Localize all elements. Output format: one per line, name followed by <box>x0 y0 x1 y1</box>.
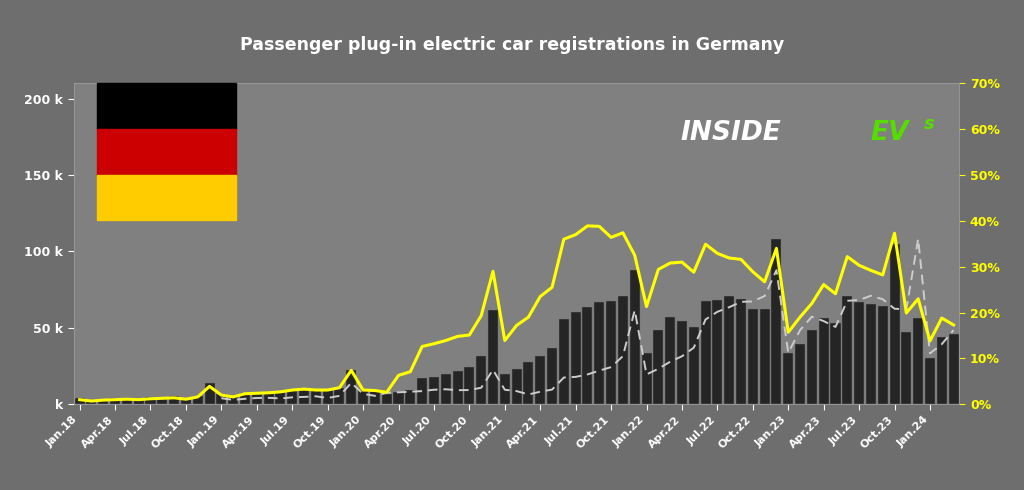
Bar <box>771 239 781 404</box>
Bar <box>653 330 664 404</box>
Bar <box>228 396 239 404</box>
Bar <box>75 398 85 404</box>
Bar <box>252 392 262 404</box>
Bar <box>122 398 132 404</box>
Bar <box>97 83 236 129</box>
Bar <box>311 390 321 404</box>
Bar <box>666 317 675 404</box>
Bar <box>263 392 273 404</box>
Bar <box>358 390 368 404</box>
Bar <box>536 356 545 404</box>
Bar <box>240 393 250 404</box>
Bar <box>393 392 403 404</box>
Text: EV: EV <box>870 120 909 146</box>
Bar <box>677 321 687 404</box>
Bar <box>689 327 698 404</box>
Bar <box>866 304 876 404</box>
Bar <box>713 300 722 404</box>
Bar <box>559 319 569 404</box>
Bar <box>948 334 958 404</box>
Bar <box>145 397 156 404</box>
Bar <box>760 309 770 404</box>
Bar <box>86 400 96 404</box>
Bar <box>913 318 924 404</box>
Bar <box>500 374 510 404</box>
Bar <box>512 369 521 404</box>
Bar <box>287 390 297 404</box>
Bar <box>370 391 380 404</box>
Text: s: s <box>924 115 935 133</box>
Bar <box>617 296 628 404</box>
Bar <box>299 389 309 404</box>
Bar <box>97 175 236 220</box>
Bar <box>323 390 333 404</box>
Bar <box>440 374 451 404</box>
Bar <box>429 377 439 404</box>
Bar <box>795 344 805 404</box>
Bar <box>606 301 616 404</box>
Bar <box>937 337 947 404</box>
Bar <box>453 370 463 404</box>
Bar <box>736 299 746 404</box>
Bar <box>901 332 911 404</box>
Bar <box>641 353 651 404</box>
Bar <box>275 391 286 404</box>
Bar <box>488 310 498 404</box>
Bar <box>843 296 852 404</box>
Bar <box>134 398 143 404</box>
Bar <box>476 356 486 404</box>
Bar <box>193 396 203 404</box>
Bar <box>98 399 109 404</box>
Bar <box>783 353 794 404</box>
Bar <box>854 302 864 404</box>
Bar <box>406 390 416 404</box>
Bar <box>97 129 236 175</box>
Bar <box>417 377 427 404</box>
Bar <box>807 330 817 404</box>
Bar <box>748 309 758 404</box>
Bar <box>878 306 888 404</box>
Bar <box>110 398 120 404</box>
Bar <box>464 367 474 404</box>
Bar <box>583 307 593 404</box>
Bar <box>830 323 841 404</box>
Bar <box>216 394 226 404</box>
Bar <box>335 388 344 404</box>
Bar <box>382 394 392 404</box>
Text: INSIDE: INSIDE <box>681 120 781 146</box>
Bar <box>205 383 215 404</box>
Bar <box>547 348 557 404</box>
Bar <box>346 370 356 404</box>
Bar <box>630 270 640 404</box>
Bar <box>818 318 828 404</box>
Bar <box>594 302 604 404</box>
Bar <box>181 398 190 404</box>
Bar <box>724 296 734 404</box>
Text: Passenger plug-in electric car registrations in Germany: Passenger plug-in electric car registrat… <box>240 36 784 54</box>
Bar <box>523 362 534 404</box>
Bar <box>169 396 179 404</box>
Bar <box>925 358 935 404</box>
Bar <box>570 312 581 404</box>
Bar <box>700 301 711 404</box>
Bar <box>890 244 899 404</box>
Bar <box>158 397 167 404</box>
